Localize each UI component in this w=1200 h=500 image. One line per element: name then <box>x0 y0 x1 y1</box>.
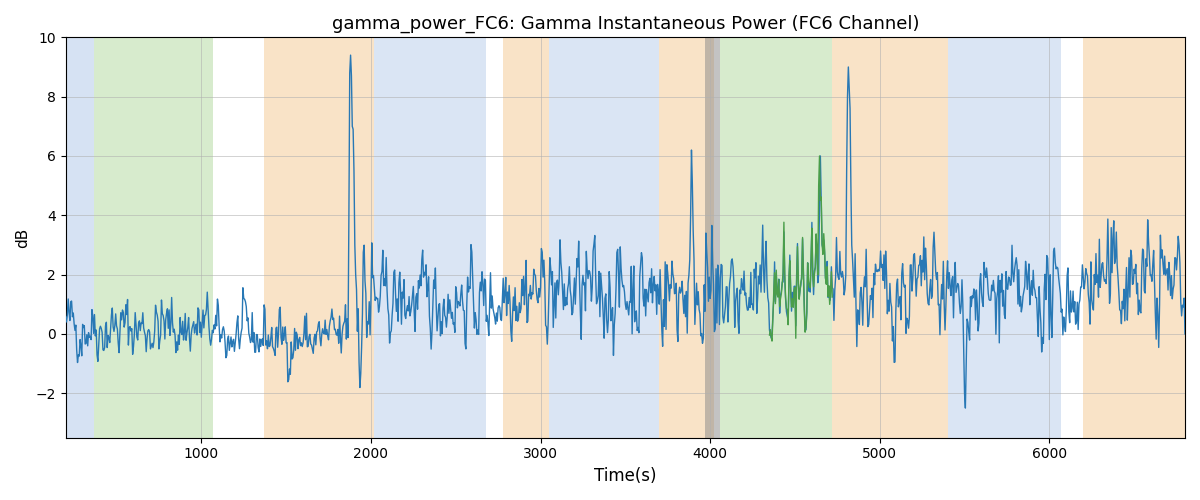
Bar <box>374 38 486 438</box>
Bar <box>503 38 550 438</box>
Bar <box>550 38 659 438</box>
Bar <box>1084 38 1184 438</box>
Bar <box>95 38 214 438</box>
Bar <box>948 38 1061 438</box>
Bar <box>659 38 714 438</box>
Bar <box>720 38 833 438</box>
Bar <box>264 38 374 438</box>
Title: gamma_power_FC6: Gamma Instantaneous Power (FC6 Channel): gamma_power_FC6: Gamma Instantaneous Pow… <box>331 15 919 34</box>
Bar <box>706 38 720 438</box>
Bar <box>66 38 95 438</box>
Y-axis label: dB: dB <box>16 228 30 248</box>
Bar <box>833 38 948 438</box>
X-axis label: Time(s): Time(s) <box>594 467 656 485</box>
